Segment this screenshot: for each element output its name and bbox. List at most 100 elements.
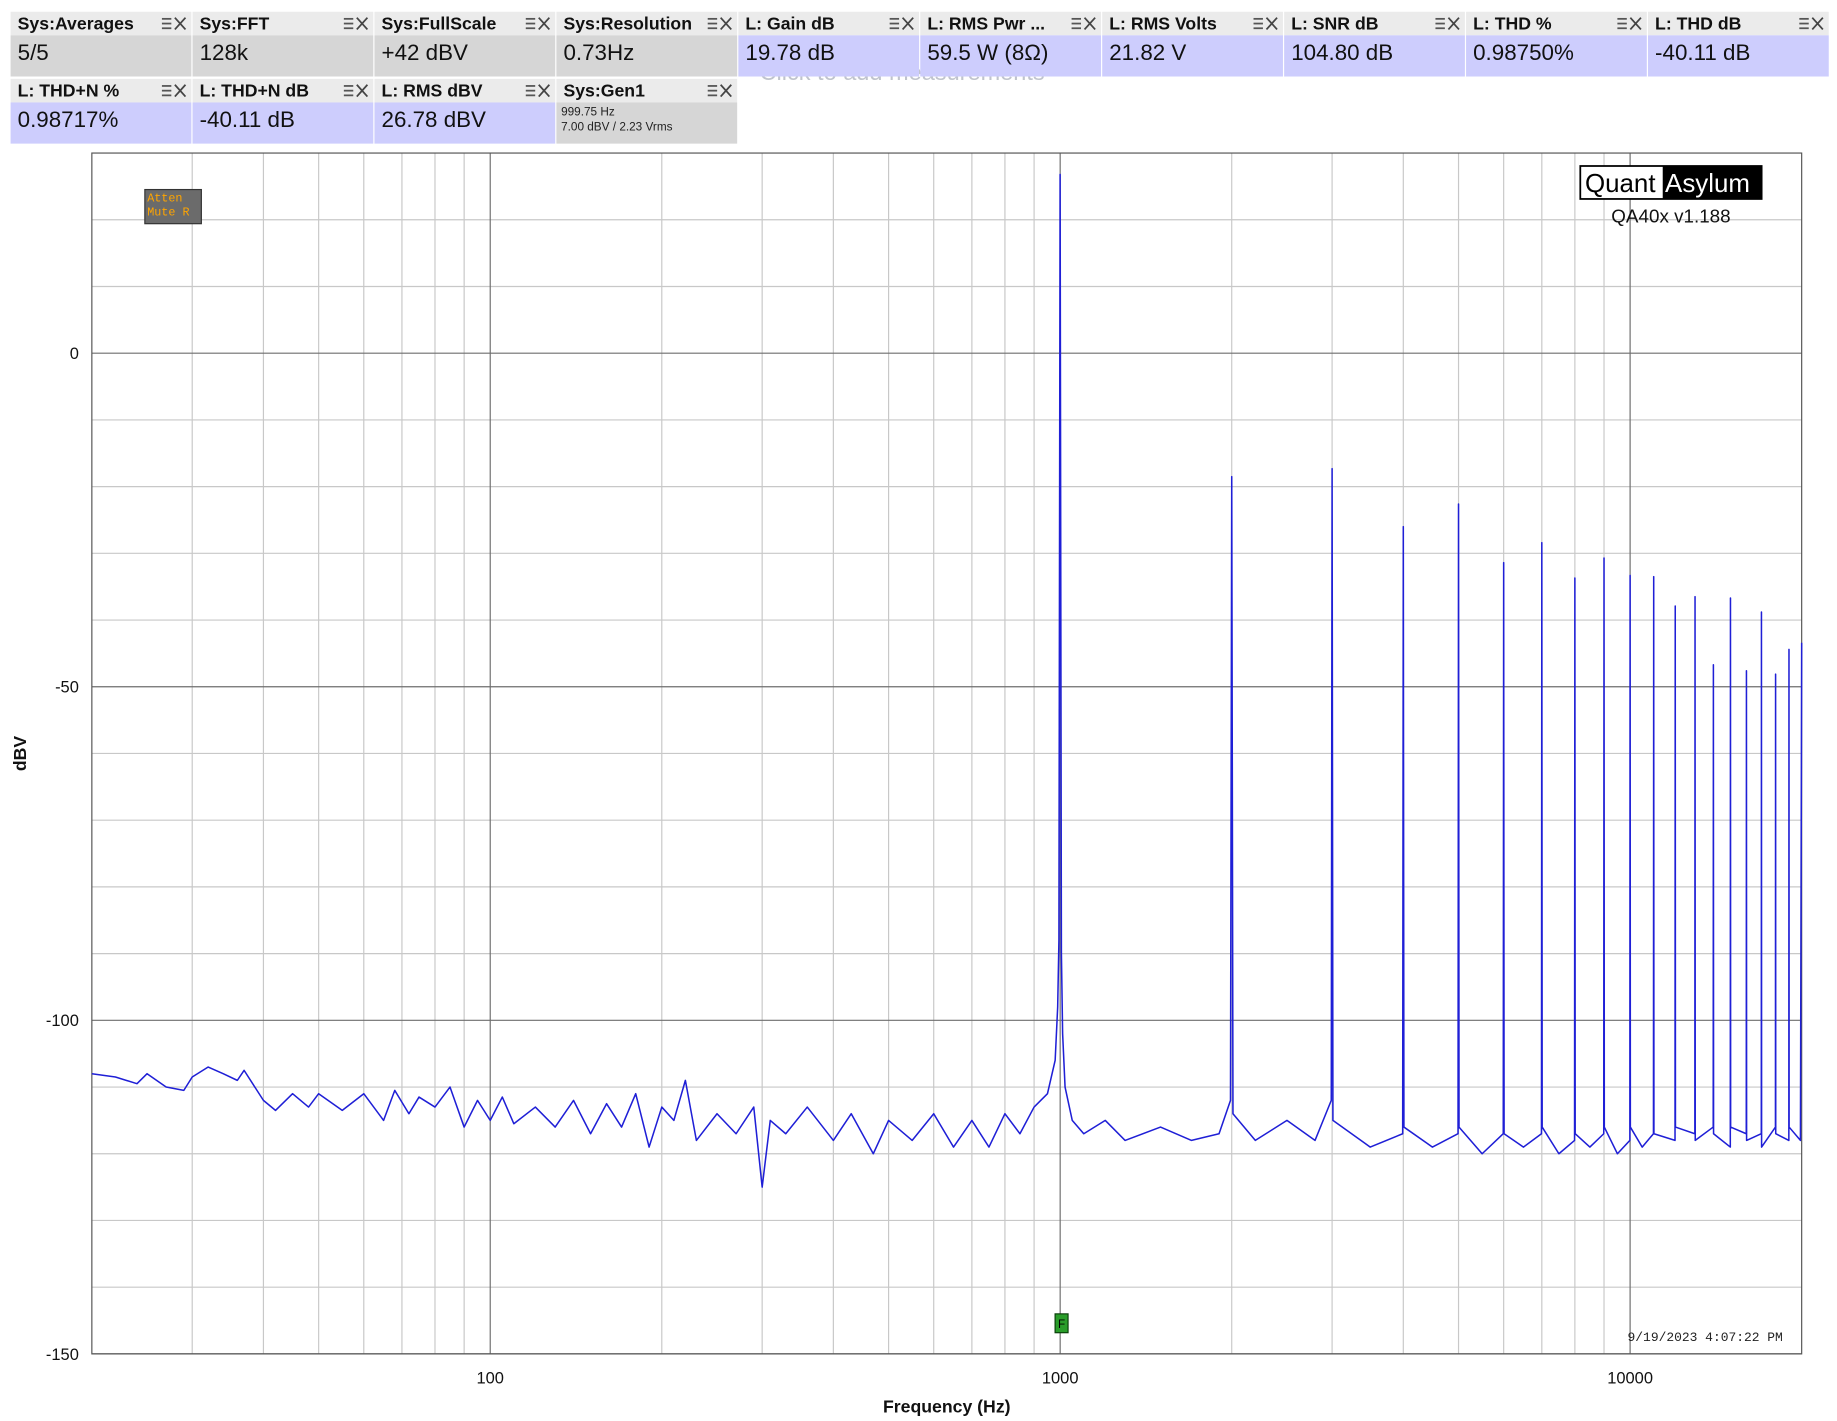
tile-menu-icon[interactable] — [1799, 17, 1809, 30]
logo-dark — [1662, 165, 1762, 199]
tile-menu-icon[interactable] — [161, 85, 172, 97]
measurement-tile[interactable]: Sys:FFT 128k — [192, 11, 374, 77]
tile-menu-icon[interactable] — [889, 17, 900, 30]
tile-body — [1648, 35, 1829, 77]
measurement-tile[interactable]: Sys:Resolution 0.73Hz — [556, 11, 738, 77]
tile-menu-icon[interactable] — [525, 17, 536, 30]
spectrum-plot: -150 -100 -50 0 100 1000 10000 Frequency (Hz) dB… — [10, 152, 1803, 1417]
x-axis-title: Frequency (Hz) — [883, 1397, 1011, 1417]
tile-value: 104.80 dB — [1291, 40, 1393, 65]
measurement-tile[interactable]: Sys:Averages 5/5 — [10, 11, 192, 77]
tile-value: 5/5 — [18, 40, 49, 65]
badge-bg — [144, 188, 202, 225]
tile-body — [192, 35, 374, 77]
tile-value: -40.11 dB — [1655, 40, 1750, 65]
tile-label: Sys:FullScale — [382, 13, 497, 33]
tile-close-icon[interactable] — [1447, 17, 1460, 31]
tile-menu-icon[interactable] — [343, 85, 354, 97]
tile-close-icon[interactable] — [174, 84, 187, 98]
tile-menu-icon[interactable] — [1071, 17, 1082, 30]
y-axis-title: dBV — [10, 736, 30, 772]
tile-detail: 999.75 Hz — [561, 105, 615, 118]
tile-detail: 7.00 dBV / 2.23 Vrms — [561, 121, 673, 134]
tile-menu-icon[interactable] — [707, 85, 718, 97]
tile-menu-icon[interactable] — [1253, 17, 1263, 30]
tile-value: -40.11 dB — [200, 107, 295, 132]
tile-menu-icon[interactable] — [1435, 17, 1445, 30]
icon-stroke — [1447, 17, 1460, 31]
tile-close-icon[interactable] — [1265, 17, 1278, 31]
tile-body — [1102, 35, 1283, 77]
tile-header — [10, 78, 192, 103]
tile-label: Sys:Resolution — [563, 13, 692, 33]
icon-stroke — [538, 84, 550, 98]
measurement-tile[interactable]: L: SNR dB 104.80 dB — [1284, 11, 1465, 77]
tile-label: Sys:Averages — [18, 13, 134, 33]
tile-close-icon[interactable] — [1629, 17, 1642, 31]
measurement-tile[interactable]: L: THD+N dB -40.11 dB — [192, 78, 374, 144]
tile-menu-icon[interactable] — [1617, 17, 1627, 30]
spectrum-line — [91, 173, 1803, 1188]
tile-header — [192, 11, 374, 36]
measurement-tile[interactable]: Sys:Gen1 999.75 Hz 7.00 dBV / 2.23 Vrms — [556, 78, 738, 144]
tile-label: Sys:Gen1 — [563, 81, 645, 101]
tile-close-icon[interactable] — [720, 84, 732, 98]
tile-label: L: RMS Pwr ... — [927, 13, 1045, 33]
tile-menu-icon[interactable] — [343, 17, 354, 30]
y-tick-label: -100 — [46, 1012, 79, 1030]
tile-header — [1284, 11, 1465, 36]
tile-body — [920, 35, 1102, 77]
tile-value: 59.5 W (8Ω) — [927, 40, 1048, 65]
tile-menu-icon[interactable] — [707, 17, 718, 30]
tile-value: +42 dBV — [382, 40, 468, 65]
tile-label: L: THD+N % — [18, 81, 120, 101]
tile-menu-icon[interactable] — [161, 17, 172, 30]
tile-close-icon[interactable] — [720, 17, 732, 31]
logo-version: QA40x v1.188 — [1611, 206, 1730, 227]
tile-header — [920, 11, 1102, 36]
tile-close-icon[interactable] — [538, 84, 550, 98]
tile-close-icon[interactable] — [174, 17, 187, 31]
tile-close-icon[interactable] — [1811, 17, 1824, 31]
y-tick-label: -150 — [46, 1346, 79, 1364]
tile-body — [192, 102, 374, 144]
logo-left: Quant — [1585, 170, 1656, 198]
tile-close-icon[interactable] — [901, 17, 914, 31]
measurement-tile[interactable]: L: Gain dB 19.78 dB — [738, 11, 920, 77]
tile-value: 0.98717% — [18, 107, 119, 132]
measurement-tile[interactable]: L: RMS Pwr ... 59.5 W (8Ω) — [920, 11, 1102, 77]
measurement-tile[interactable]: L: THD dB -40.11 dB — [1648, 11, 1829, 77]
tile-close-icon[interactable] — [356, 17, 369, 31]
tile-body — [556, 102, 738, 144]
tile-label: L: THD % — [1473, 13, 1552, 33]
badge-text: Mute R — [147, 205, 189, 219]
tile-label: Sys:FFT — [200, 13, 270, 33]
tile-value: 21.82 V — [1109, 40, 1186, 65]
tile-menu-icon[interactable] — [525, 85, 536, 97]
tile-value: 26.78 dBV — [382, 107, 487, 132]
measurement-tile[interactable]: Sys:FullScale +42 dBV — [374, 11, 556, 77]
tile-body — [374, 102, 556, 144]
tile-header — [192, 78, 374, 103]
tile-body — [738, 35, 920, 77]
icon-stroke — [901, 17, 914, 31]
measurement-tile[interactable]: L: THD % 0.98750% — [1466, 11, 1647, 77]
tile-close-icon[interactable] — [1083, 17, 1096, 31]
measurement-tile[interactable]: L: RMS Volts 21.82 V — [1102, 11, 1283, 77]
tile-body — [1466, 35, 1647, 77]
tile-label: L: THD+N dB — [200, 81, 309, 101]
frequency-marker[interactable]: F — [1054, 1313, 1069, 1334]
marker-label: F — [1058, 1318, 1065, 1331]
measurement-tile[interactable]: L: RMS dBV 26.78 dBV — [374, 78, 556, 144]
marker-box — [1054, 1313, 1069, 1334]
tile-body — [10, 102, 192, 144]
tile-close-icon[interactable] — [356, 84, 369, 98]
tile-close-icon[interactable] — [538, 17, 550, 31]
tile-header — [556, 11, 738, 36]
y-tick-label: 0 — [70, 345, 79, 363]
measurement-tile[interactable]: L: THD+N % 0.98717% — [10, 78, 192, 144]
icon-stroke — [720, 84, 732, 98]
icon-stroke — [1629, 17, 1642, 31]
